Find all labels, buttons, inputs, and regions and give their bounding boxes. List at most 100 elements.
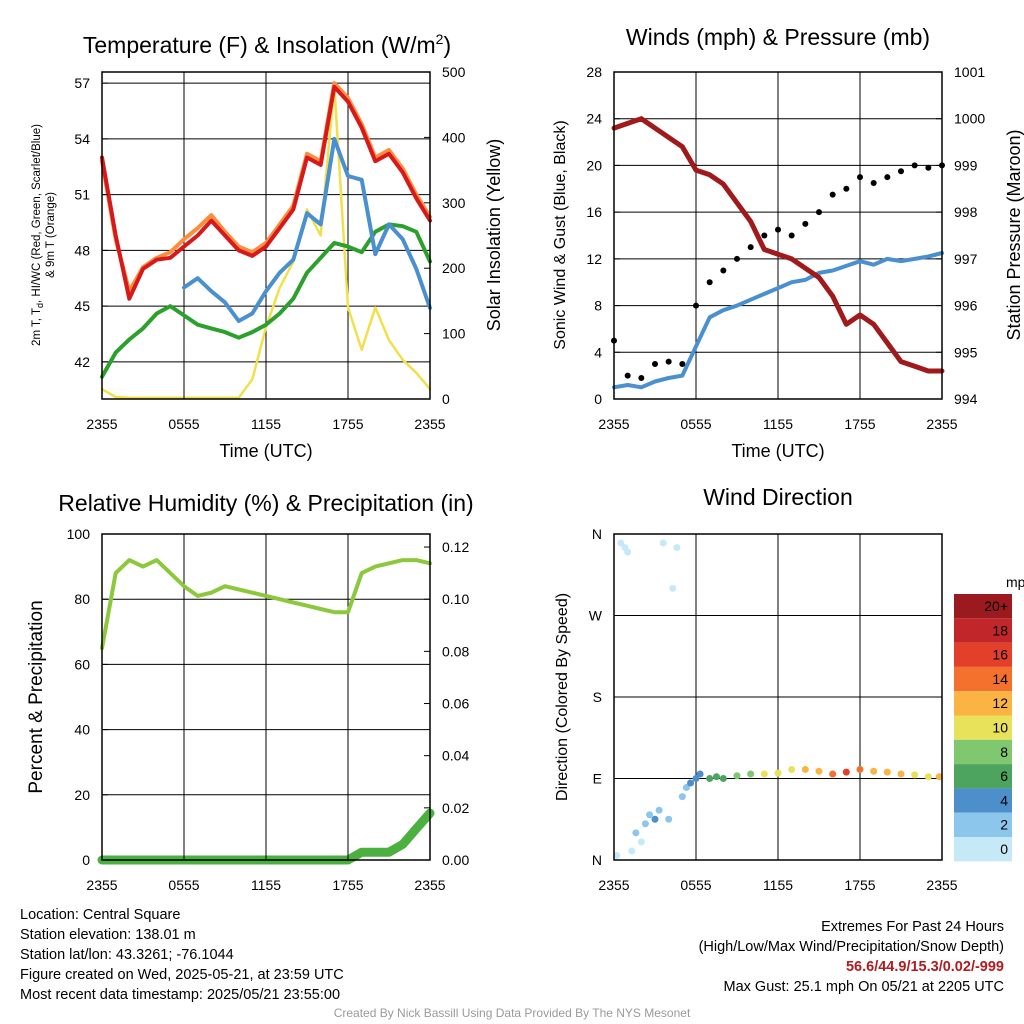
y2-tick-label: 0.04: [442, 748, 469, 764]
y-tick-label: 0: [594, 391, 602, 407]
y-tick-label: 51: [74, 187, 90, 203]
temperature-panel: Temperature (F) & Insolation (W/m2) 2355…: [31, 31, 504, 461]
gust-point: [720, 267, 727, 274]
direction-point: [897, 770, 905, 778]
winds-ylabel-left: Sonic Wind & Gust (Blue, Black): [552, 120, 569, 349]
y-tick-label: 24: [586, 111, 602, 127]
wind-direction-ylabel: Direction (Colored By Speed): [554, 593, 571, 801]
y-tick-label: 12: [586, 251, 602, 267]
direction-point: [687, 779, 695, 787]
gust-point: [693, 302, 699, 309]
station-location: Location: Central Square: [20, 907, 181, 923]
direction-point: [651, 815, 659, 823]
direction-point: [641, 820, 649, 828]
gust-point: [829, 191, 836, 198]
y2-tick-label: 300: [442, 195, 466, 211]
gust-point: [925, 164, 932, 171]
gust-point: [788, 232, 795, 239]
station-elevation: Station elevation: 138.01 m: [20, 927, 196, 943]
direction-point: [911, 771, 919, 779]
direction-point: [632, 829, 640, 837]
y-tick-label: 80: [74, 591, 90, 607]
wind-direction-panel: Wind Direction 2355 0555 1155 1755 2355 N E S W N…: [554, 484, 1024, 893]
station-info: Location: Central Square Station elevati…: [20, 905, 344, 1005]
gust-point: [652, 360, 658, 367]
y-tick-label: 45: [74, 298, 90, 314]
legend-swatch: [954, 764, 1012, 789]
direction-point: [669, 584, 677, 592]
humidity-ylabel-left: Percent & Precipitation: [26, 600, 47, 793]
gust-point: [624, 372, 631, 379]
x-tick-label: 0555: [680, 877, 711, 893]
x-tick-label: 1155: [251, 416, 281, 432]
legend-label: 4: [1000, 792, 1008, 808]
y-tick-label: 48: [74, 242, 90, 258]
gust-point: [775, 226, 781, 233]
direction-point: [924, 773, 932, 781]
legend-swatch: [954, 788, 1012, 813]
x-tick-label: 2355: [86, 877, 117, 893]
x-tick-label: 2355: [86, 416, 117, 432]
y2-tick-label: 1001: [954, 64, 985, 80]
x-tick-label: 1155: [251, 877, 281, 893]
gust-point: [665, 358, 672, 365]
x-tick-label: 0555: [168, 416, 199, 432]
y2-tick-label: 998: [954, 204, 978, 220]
direction-point: [870, 767, 878, 775]
y2-tick-label: 0.12: [442, 539, 469, 555]
temperature-title: Temperature (F) & Insolation (W/m2): [83, 31, 451, 58]
y-tick-label: 42: [74, 354, 90, 370]
humidity-line: [100, 558, 432, 651]
pressure-ylabel-right: Station Pressure (Maroon): [1004, 129, 1024, 340]
legend-swatch: [954, 739, 1012, 765]
direction-point: [613, 851, 621, 859]
y-tick-label: 16: [586, 204, 602, 220]
y-tick-label: 28: [586, 64, 602, 80]
y2-tick-label: 0.08: [442, 643, 469, 659]
wind-direction-title: Wind Direction: [703, 484, 853, 510]
y2-tick-label: 999: [954, 157, 978, 173]
gust-point: [679, 360, 686, 367]
direction-point: [706, 775, 714, 782]
dewpoint-line: [100, 222, 432, 379]
windchill-line: [182, 136, 432, 323]
gust-point: [747, 244, 754, 251]
direction-point: [815, 767, 823, 775]
legend-label: 18: [992, 622, 1008, 638]
y2-tick-label: 0: [442, 391, 450, 407]
gust-point: [816, 209, 822, 216]
temp-2m-line: [100, 84, 432, 301]
wind-speed-line: [612, 251, 944, 390]
y2-tick-label: 0.10: [442, 591, 469, 607]
y-tick-label: 20: [586, 157, 602, 173]
direction-point: [760, 770, 768, 778]
temperature-ylabel-left-line1: 2m T, Td, HI/WC (Red, Green, Scarlet/Blu…: [31, 124, 45, 346]
figure-created: Figure created on Wed, 2025-05-21, at 23…: [20, 967, 344, 983]
y2-tick-label: 994: [954, 391, 978, 407]
temperature-xlabel: Time (UTC): [219, 441, 312, 461]
x-tick-label: 1755: [844, 416, 875, 432]
pressure-line: [611, 116, 945, 374]
y-tick-label: 100: [67, 526, 91, 542]
insolation-line: [100, 83, 432, 399]
legend-swatch: [954, 594, 1012, 619]
direction-point: [696, 770, 704, 778]
y-tick-label: N: [592, 852, 602, 868]
most-recent-timestamp: Most recent data timestamp: 2025/05/21 2…: [20, 987, 341, 1003]
legend-label: 0: [1000, 841, 1008, 857]
y-tick-label: 20: [74, 787, 90, 803]
speed-legend: 20+ 18 16 14 12 10 8 6 4 2 0: [954, 594, 1012, 862]
x-tick-label: 1755: [332, 416, 363, 432]
direction-point: [637, 838, 645, 846]
x-tick-label: 2355: [598, 416, 629, 432]
legend-swatch: [954, 837, 1012, 862]
y-tick-label: E: [593, 771, 602, 787]
legend-label: 20+: [984, 598, 1008, 614]
max-gust: Max Gust: 25.1 mph On 05/21 at 2205 UTC: [723, 979, 1004, 995]
legend-swatch: [954, 618, 1012, 643]
gust-point: [638, 374, 645, 381]
x-tick-label: 2355: [926, 416, 957, 432]
humidity-panel: Relative Humidity (%) & Precipitation (i…: [26, 490, 474, 893]
winds-xlabel: Time (UTC): [731, 441, 824, 461]
